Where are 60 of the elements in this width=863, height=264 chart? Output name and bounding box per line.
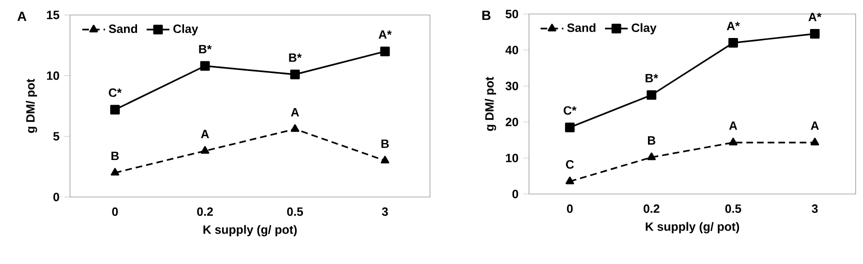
annotation: C* bbox=[108, 88, 122, 97]
y-axis-title: g DM/ pot bbox=[26, 78, 38, 133]
annotation: A bbox=[290, 108, 300, 116]
point bbox=[200, 146, 210, 154]
y-tick-label: 0 bbox=[53, 192, 60, 202]
annotation: C* bbox=[564, 106, 576, 115]
x-tick-label: 3 bbox=[812, 204, 818, 213]
y-axis-title: g DM/ pot bbox=[484, 76, 496, 131]
annotation: A* bbox=[378, 30, 392, 39]
annotation: A* bbox=[808, 12, 822, 22]
legend-label: Sand bbox=[567, 23, 596, 32]
x-tick-label: 0.5 bbox=[725, 204, 742, 213]
y-tick-label: 0 bbox=[512, 190, 518, 198]
point bbox=[566, 176, 574, 184]
point bbox=[728, 138, 738, 146]
chart-title: A bbox=[17, 12, 26, 21]
point bbox=[290, 70, 300, 80]
point bbox=[810, 138, 820, 146]
annotation: A* bbox=[726, 22, 740, 30]
legend-label: Sand bbox=[108, 24, 138, 34]
annotation: A bbox=[810, 122, 819, 130]
y-tick-label: 5 bbox=[53, 132, 60, 141]
x-tick-label: 0.2 bbox=[644, 204, 660, 213]
annotation: B bbox=[111, 152, 119, 160]
annotation: B bbox=[648, 136, 656, 145]
annotation: B bbox=[381, 140, 389, 148]
y-tick-label: 20 bbox=[506, 118, 518, 126]
point bbox=[810, 29, 820, 39]
point bbox=[565, 122, 575, 132]
point bbox=[646, 90, 656, 100]
y-tick-label: 30 bbox=[506, 82, 518, 90]
legend-label: Clay bbox=[632, 23, 656, 34]
y-tick-label: 40 bbox=[505, 46, 518, 54]
point bbox=[110, 168, 120, 176]
point bbox=[200, 61, 210, 71]
annotation: B* bbox=[289, 53, 302, 62]
annotation: B* bbox=[646, 74, 658, 82]
x-axis-title: K supply (g/ pot) bbox=[203, 225, 297, 236]
annotation: A bbox=[729, 122, 738, 130]
x-tick-label: 3 bbox=[382, 207, 388, 216]
annotation: A bbox=[200, 130, 210, 138]
y-tick-label: 15 bbox=[47, 10, 60, 20]
x-tick-label: 0.5 bbox=[287, 207, 304, 216]
point bbox=[290, 124, 300, 132]
y-tick-label: 50 bbox=[506, 10, 518, 18]
y-tick-label: 10 bbox=[506, 154, 518, 162]
point bbox=[380, 46, 390, 56]
y-tick-label: 10 bbox=[47, 71, 60, 80]
legend-label: Clay bbox=[173, 24, 198, 36]
point bbox=[380, 156, 390, 164]
x-axis-title: K supply (g/ pot) bbox=[646, 222, 740, 234]
annotation: C bbox=[566, 160, 574, 169]
chart-title: B bbox=[482, 10, 490, 20]
point bbox=[728, 38, 738, 48]
point bbox=[110, 104, 120, 114]
x-tick-label: 0 bbox=[112, 207, 118, 216]
x-tick-label: 0 bbox=[566, 204, 573, 213]
point bbox=[647, 152, 656, 160]
x-tick-label: 0.2 bbox=[197, 207, 213, 216]
annotation: B* bbox=[199, 44, 212, 54]
